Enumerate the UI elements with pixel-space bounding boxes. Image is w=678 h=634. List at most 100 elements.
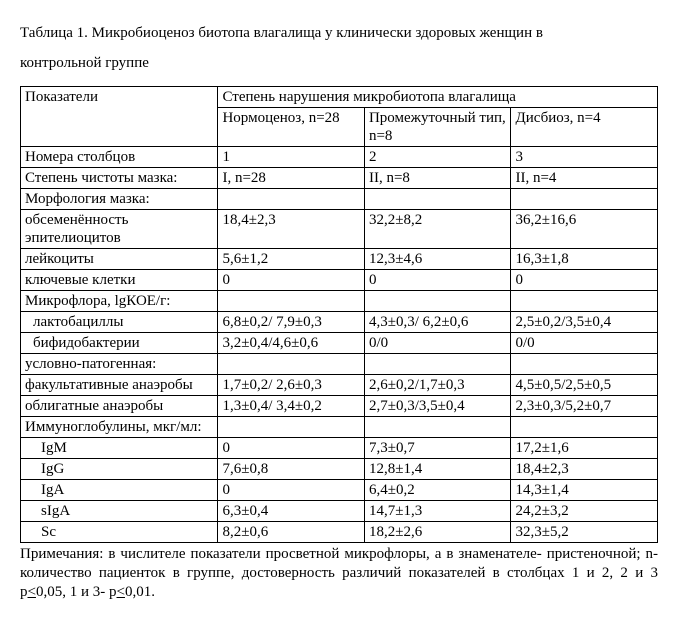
table-row: Степень чистоты мазка: I, n=28 II, n=8 I… (21, 168, 658, 189)
table-row: лейкоциты 5,6±1,2 12,3±4,6 16,3±1,8 (21, 249, 658, 270)
table-row: факультативные анаэробы 1,7±0,2/ 2,6±0,3… (21, 375, 658, 396)
cell: 14,3±1,4 (511, 480, 658, 501)
row-label: Степень чистоты мазка: (21, 168, 218, 189)
table-row: IgA 0 6,4±0,2 14,3±1,4 (21, 480, 658, 501)
title-line1: Таблица 1. Микробиоценоз биотопа влагали… (20, 25, 543, 41)
cell: 18,4±2,3 (218, 210, 365, 249)
cell: 2,7±0,3/3,5±0,4 (364, 396, 511, 417)
table-row: Микрофлора, lgКОЕ/г: (21, 291, 658, 312)
notes-lt: < (28, 584, 36, 600)
table-notes: Примечания: в числителе показатели просв… (20, 545, 658, 601)
cell: II, n=8 (364, 168, 511, 189)
col2-header: Промежуточный тип, n=8 (364, 108, 511, 147)
cell: 0 (218, 438, 365, 459)
table-row: Sc 8,2±0,6 18,2±2,6 32,3±5,2 (21, 522, 658, 543)
table-row: бифидобактерии 3,2±0,4/4,6±0,6 0/0 0/0 (21, 333, 658, 354)
indicators-header: Показатели (21, 87, 218, 147)
cell: 16,3±1,8 (511, 249, 658, 270)
cell (364, 354, 511, 375)
cell (511, 354, 658, 375)
notes-lt: < (117, 584, 125, 600)
cell: 6,8±0,2/ 7,9±0,3 (218, 312, 365, 333)
group-header: Степень нарушения микробиотопа влагалища (218, 87, 658, 108)
table-row: ключевые клетки 0 0 0 (21, 270, 658, 291)
cell: 7,3±0,7 (364, 438, 511, 459)
cell (218, 189, 365, 210)
cell: 14,7±1,3 (364, 501, 511, 522)
table-row: лактобациллы 6,8±0,2/ 7,9±0,3 4,3±0,3/ 6… (21, 312, 658, 333)
notes-part: 0,01. (125, 584, 155, 600)
cell: 0/0 (364, 333, 511, 354)
table-row: обсеменённость эпителиоцитов 18,4±2,3 32… (21, 210, 658, 249)
col1-header: Нормоценоз, n=28 (218, 108, 365, 147)
cell: 6,4±0,2 (364, 480, 511, 501)
table-row: условно-патогенная: (21, 354, 658, 375)
cell: I, n=28 (218, 168, 365, 189)
cell (511, 417, 658, 438)
data-table: Показатели Степень нарушения микробиотоп… (20, 86, 658, 543)
cell: 8,2±0,6 (218, 522, 365, 543)
cell: 4,5±0,5/2,5±0,5 (511, 375, 658, 396)
table-row: IgG 7,6±0,8 12,8±1,4 18,4±2,3 (21, 459, 658, 480)
cell: 0 (218, 480, 365, 501)
cell: 18,4±2,3 (511, 459, 658, 480)
cell: 0 (364, 270, 511, 291)
title-line2: контрольной группе (20, 55, 149, 71)
cell: 0 (511, 270, 658, 291)
cell (511, 189, 658, 210)
row-label: IgM (21, 438, 218, 459)
table-row: облигатные анаэробы 1,3±0,4/ 3,4±0,2 2,7… (21, 396, 658, 417)
table-row: Иммуноглобулины, мкг/мл: (21, 417, 658, 438)
row-label: ключевые клетки (21, 270, 218, 291)
cell (511, 291, 658, 312)
cell: 5,6±1,2 (218, 249, 365, 270)
row-label: бифидобактерии (21, 333, 218, 354)
cell: 2 (364, 147, 511, 168)
cell: 12,3±4,6 (364, 249, 511, 270)
cell (218, 291, 365, 312)
cell (364, 417, 511, 438)
cell: 1,7±0,2/ 2,6±0,3 (218, 375, 365, 396)
table-row: sIgA 6,3±0,4 14,7±1,3 24,2±3,2 (21, 501, 658, 522)
cell: 3 (511, 147, 658, 168)
row-label: Морфология мазка: (21, 189, 218, 210)
row-label: Sc (21, 522, 218, 543)
table-row: Морфология мазка: (21, 189, 658, 210)
cell: 4,3±0,3/ 6,2±0,6 (364, 312, 511, 333)
cell: 0 (218, 270, 365, 291)
row-label: IgA (21, 480, 218, 501)
row-label: IgG (21, 459, 218, 480)
table-row: IgM 0 7,3±0,7 17,2±1,6 (21, 438, 658, 459)
cell: 7,6±0,8 (218, 459, 365, 480)
table-row: Номера столбцов 1 2 3 (21, 147, 658, 168)
cell: 1,3±0,4/ 3,4±0,2 (218, 396, 365, 417)
table-title: Таблица 1. Микробиоценоз биотопа влагали… (20, 18, 658, 78)
cell: 32,3±5,2 (511, 522, 658, 543)
row-label: Номера столбцов (21, 147, 218, 168)
cell (364, 189, 511, 210)
cell (218, 354, 365, 375)
cell: 2,3±0,3/5,2±0,7 (511, 396, 658, 417)
cell: 24,2±3,2 (511, 501, 658, 522)
cell: 32,2±8,2 (364, 210, 511, 249)
row-label: лактобациллы (21, 312, 218, 333)
cell: 2,5±0,2/3,5±0,4 (511, 312, 658, 333)
row-label: факультативные анаэробы (21, 375, 218, 396)
cell (218, 417, 365, 438)
cell: 36,2±16,6 (511, 210, 658, 249)
row-label: sIgA (21, 501, 218, 522)
cell: II, n=4 (511, 168, 658, 189)
cell: 3,2±0,4/4,6±0,6 (218, 333, 365, 354)
cell: 1 (218, 147, 365, 168)
cell (364, 291, 511, 312)
col3-header: Дисбиоз, n=4 (511, 108, 658, 147)
header-row-1: Показатели Степень нарушения микробиотоп… (21, 87, 658, 108)
row-label: условно-патогенная: (21, 354, 218, 375)
row-label: Микрофлора, lgКОЕ/г: (21, 291, 218, 312)
cell: 0/0 (511, 333, 658, 354)
cell: 18,2±2,6 (364, 522, 511, 543)
notes-part: 0,05, 1 и 3- р (36, 584, 117, 600)
cell: 12,8±1,4 (364, 459, 511, 480)
cell: 17,2±1,6 (511, 438, 658, 459)
row-label: обсеменённость эпителиоцитов (21, 210, 218, 249)
